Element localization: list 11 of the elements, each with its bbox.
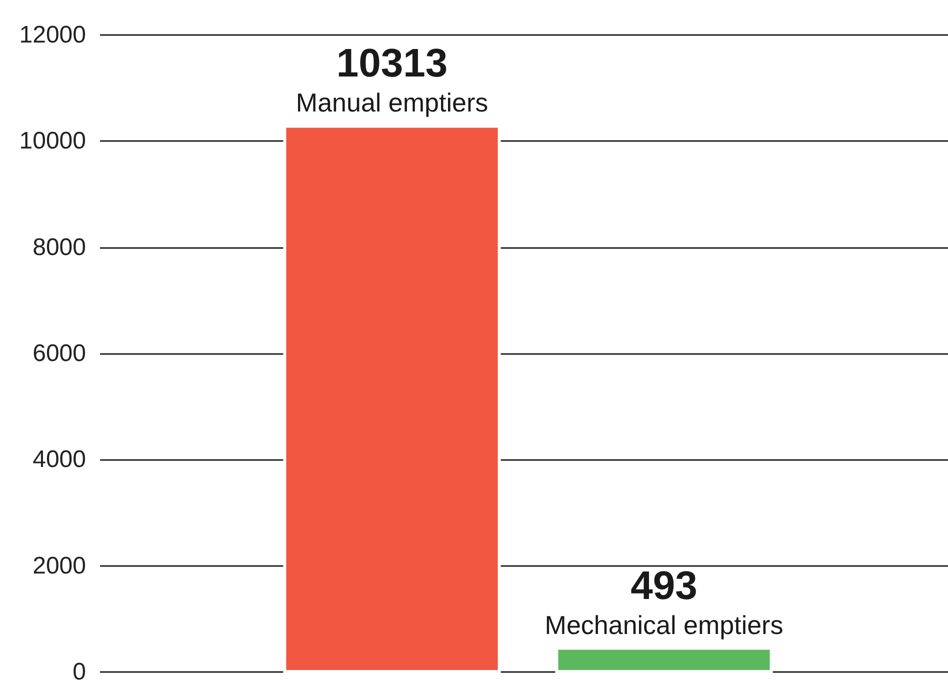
x-tick-label: Mechanical emptiers [544, 610, 784, 640]
data-label: 10313 [336, 42, 448, 86]
y-tick-label: 0 [72, 658, 86, 684]
x-tick-label: Manual emptiers [296, 88, 488, 118]
y-tick-label: 8000 [32, 234, 86, 261]
y-tick-label: 10000 [19, 128, 86, 155]
y-tick-label: 2000 [32, 552, 86, 580]
y-tick-label: 4000 [32, 446, 86, 474]
y-tick-label: 12000 [19, 22, 86, 48]
data-label: 493 [630, 564, 698, 608]
y-tick-label: 6000 [32, 340, 86, 367]
